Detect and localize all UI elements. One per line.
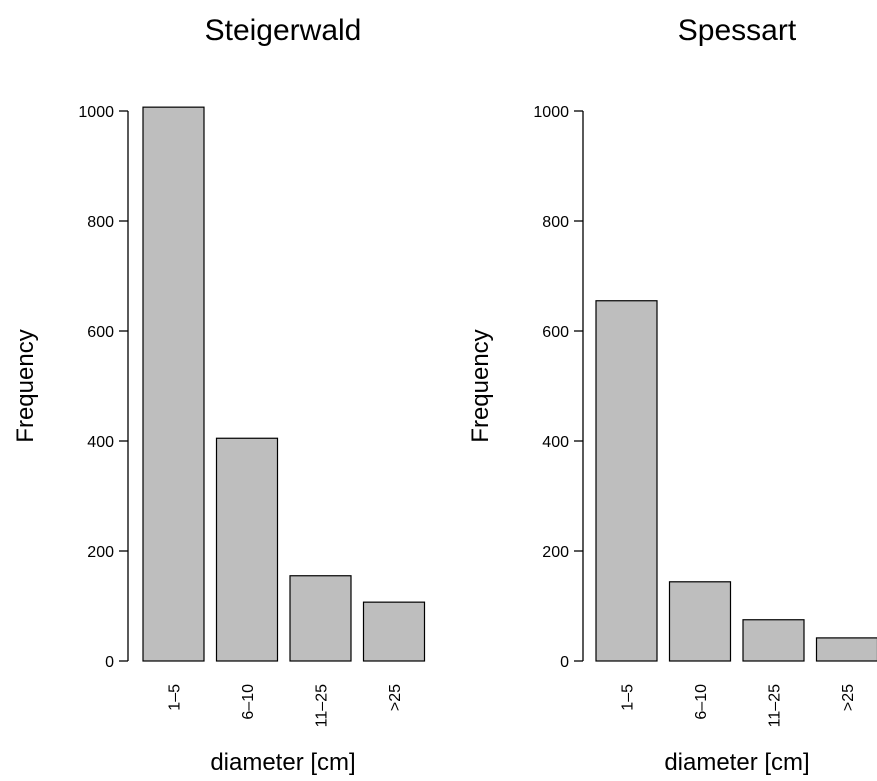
y-tick-label: 600: [542, 324, 569, 341]
x-tick-label: 11–25: [767, 684, 784, 727]
bar-2: [215, 437, 279, 662]
x-axis-label: diameter [cm]: [664, 749, 809, 776]
x-tick-label: >25: [387, 684, 404, 711]
y-tick-label: 1000: [78, 104, 114, 121]
y-tick-label: 0: [560, 654, 569, 671]
bar-2: [668, 581, 732, 662]
chart-panel-spessart: Spessart Frequency diameter [cm] 0 200 400…: [467, 14, 877, 776]
x-tick-label: 1–5: [620, 684, 637, 711]
x-tick-label: >25: [840, 684, 857, 711]
y-tick-label: 400: [87, 434, 114, 451]
bar-4: [815, 637, 877, 662]
y-tick-label: 200: [87, 544, 114, 561]
y-tick-label: 200: [542, 544, 569, 561]
x-tick-label: 6–10: [693, 684, 710, 720]
chart-title: Steigerwald: [205, 14, 362, 47]
y-axis-label: Frequency: [467, 329, 494, 442]
y-tick-label: 1000: [533, 104, 569, 121]
bar-3: [742, 619, 805, 662]
x-tick-label: 11–25: [314, 684, 331, 727]
bar-1: [142, 106, 205, 662]
bar-1: [595, 300, 658, 662]
y-tick-label: 800: [542, 214, 569, 231]
y-tick-label: 400: [542, 434, 569, 451]
y-axis-label: Frequency: [12, 329, 39, 442]
y-tick-label: 800: [87, 214, 114, 231]
x-tick-label: 6–10: [240, 684, 257, 720]
x-axis-label: diameter [cm]: [210, 749, 355, 776]
bar-4: [362, 601, 426, 662]
y-tick-label: 0: [105, 654, 114, 671]
y-tick-label: 600: [87, 324, 114, 341]
chart-panel-steigerwald: Steigerwald Frequency diameter [cm] 0 200…: [12, 14, 426, 776]
chart-title: Spessart: [678, 14, 797, 47]
x-tick-label: 1–5: [167, 684, 184, 711]
bar-3: [289, 575, 352, 662]
